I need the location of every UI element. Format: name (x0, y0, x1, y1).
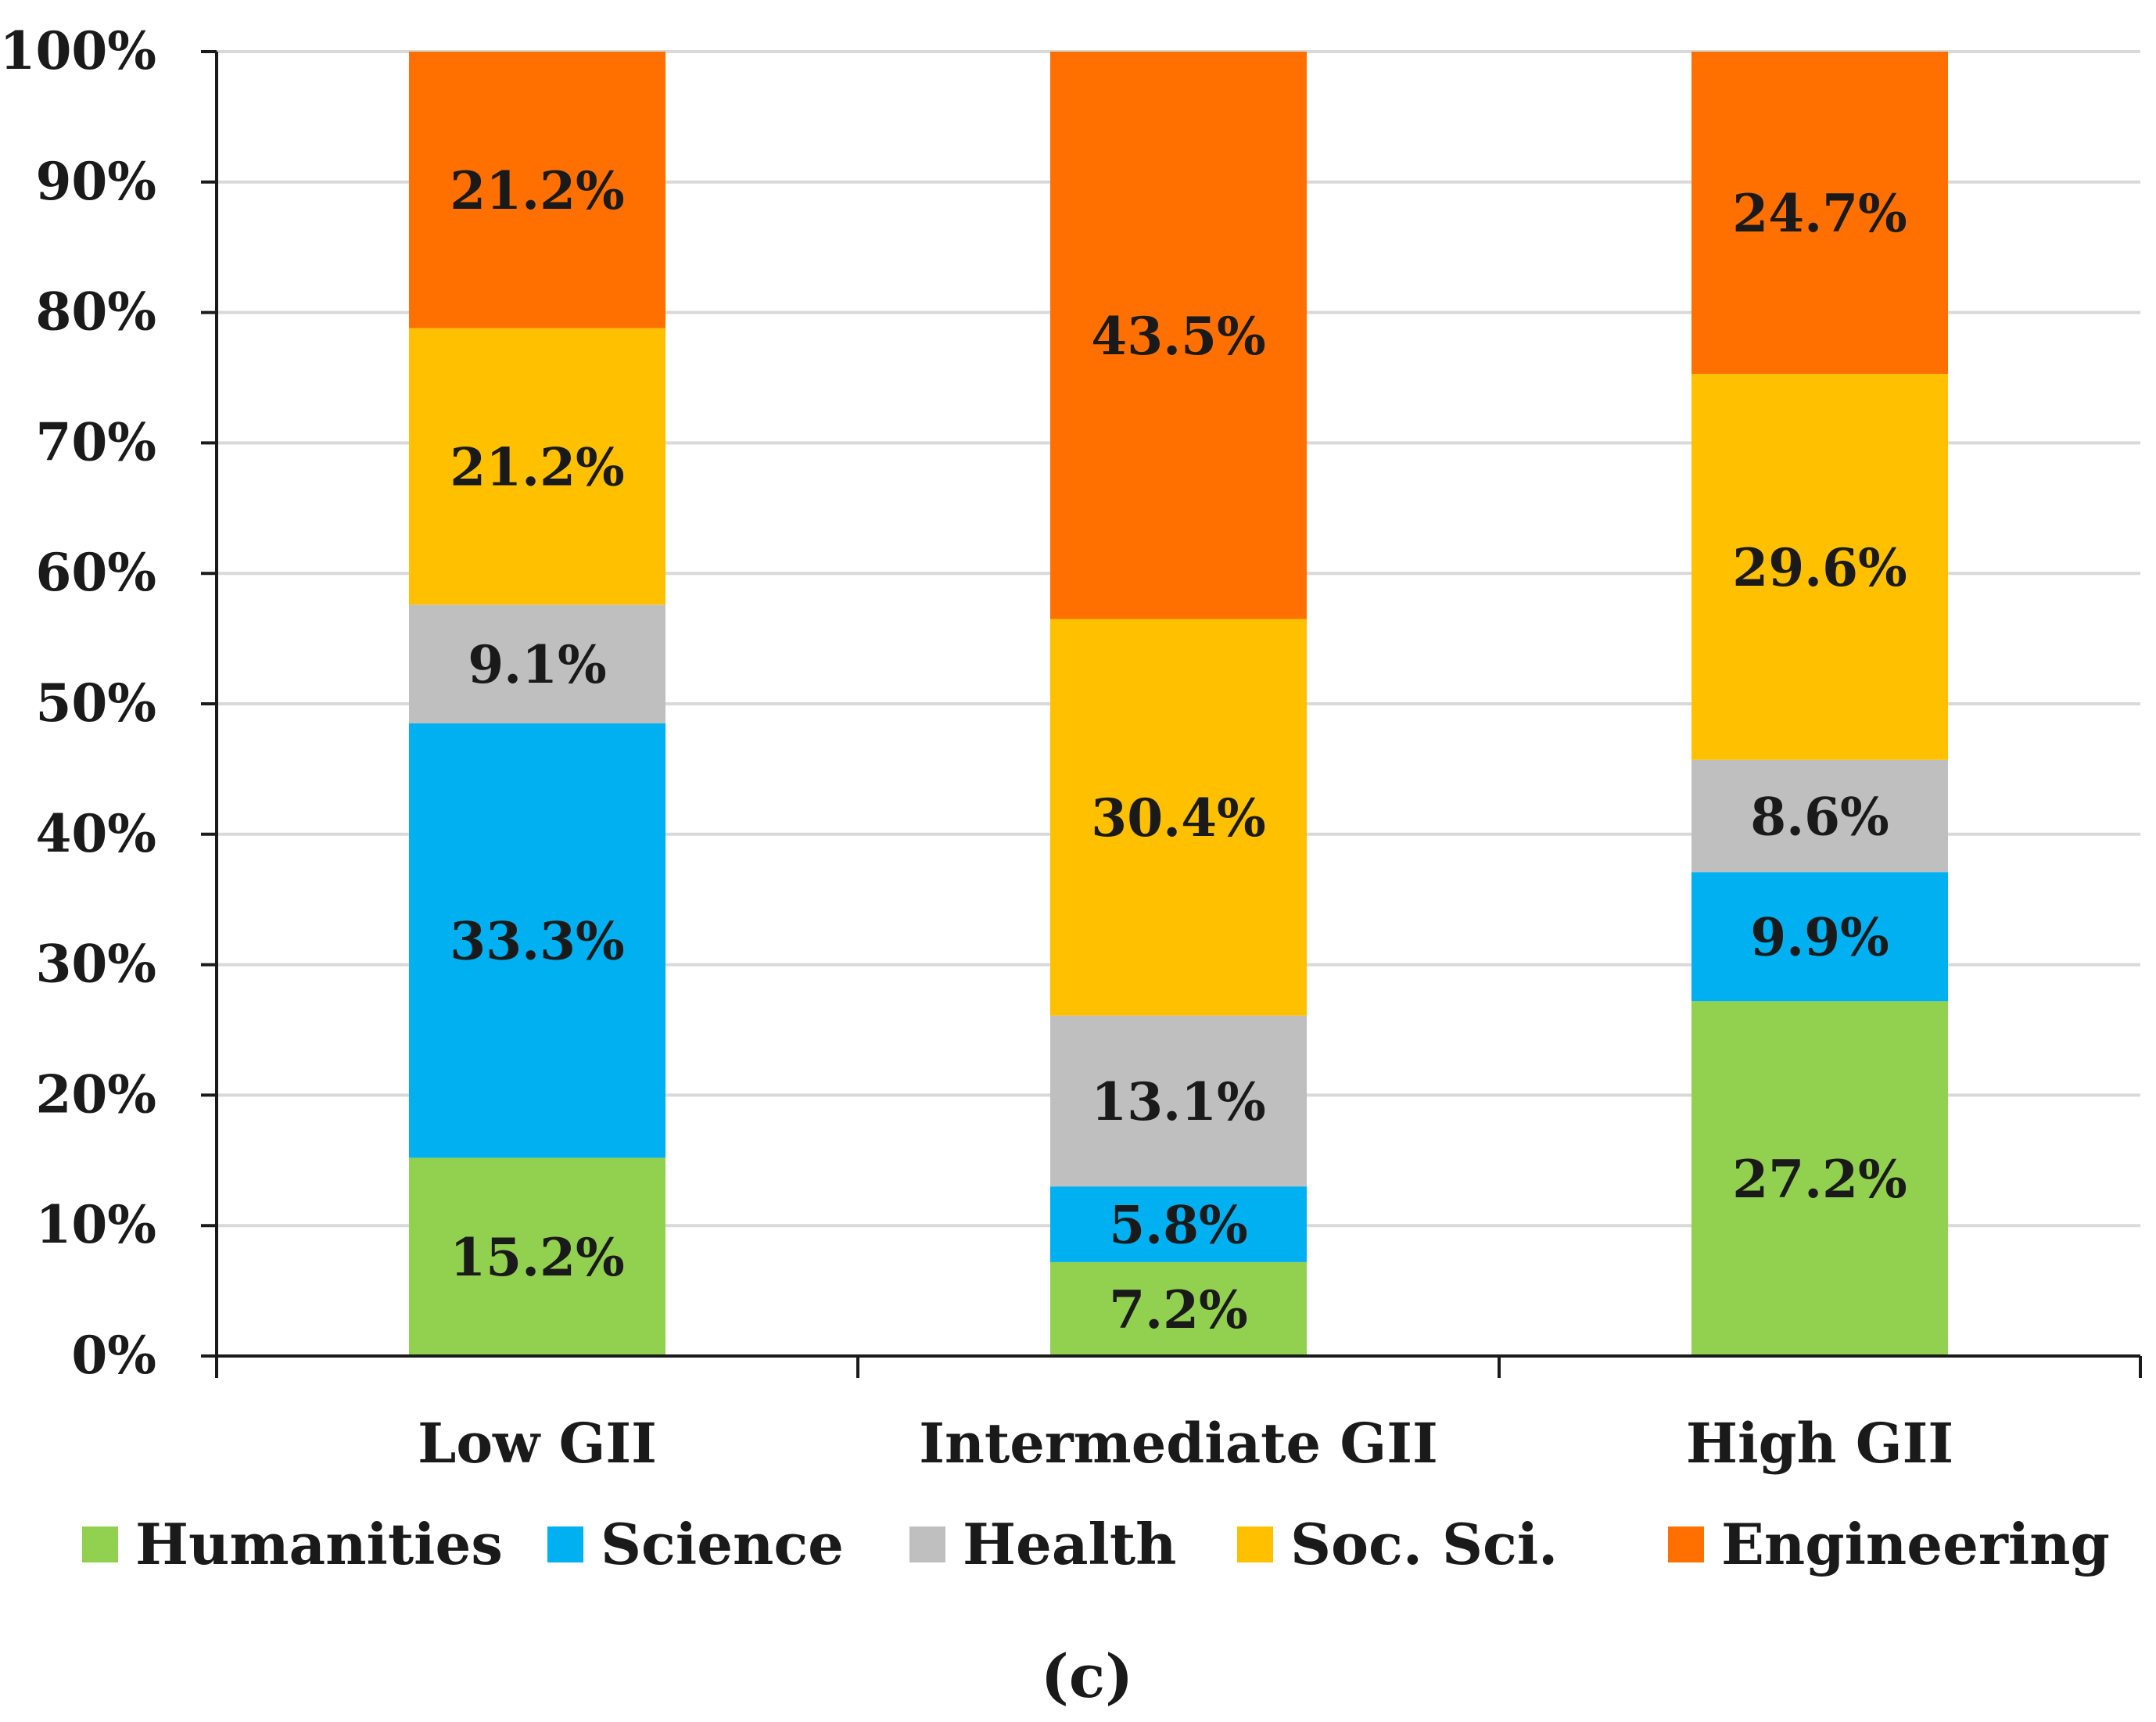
bars: 15.2% 33.3% 9.1% 21.2% 21.2% 7.2% 5.8% 13.1% 30.… (409, 52, 1948, 1356)
data-label-science-intermediate-gii: 5.8% (1109, 1195, 1248, 1256)
bar-health-low-gii (409, 604, 665, 724)
x-category-label-high-gii: High GII (1686, 1411, 1953, 1476)
bar-science-intermediate-gii (1050, 1186, 1307, 1262)
data-label-health-intermediate-gii: 13.1% (1091, 1071, 1265, 1132)
legend-item-health: Health (909, 1511, 1176, 1577)
data-label-humanities-high-gii: 27.2% (1732, 1149, 1907, 1210)
legend-swatch-humanities (82, 1526, 118, 1562)
axes: 0% 10% 20% 30% 40% 50% 60% 70% 80% 90% 100% Low GII… (0, 20, 2142, 1476)
data-label-humanities-low-gii: 15.2% (450, 1227, 624, 1288)
x-category-label-intermediate-gii: Intermediate GII (919, 1411, 1437, 1476)
legend-item-humanities: Humanities (82, 1511, 503, 1577)
data-label-engineering-intermediate-gii: 43.5% (1091, 306, 1265, 367)
y-tick-label: 70% (35, 411, 156, 472)
y-tick-label: 0% (71, 1325, 156, 1386)
legend-label-humanities: Humanities (135, 1511, 503, 1577)
y-tick-label: 20% (35, 1064, 156, 1125)
bar-health-intermediate-gii (1050, 1015, 1307, 1187)
figure-caption: (c) (1041, 1641, 1133, 1711)
bar-humanities-intermediate-gii (1050, 1261, 1307, 1356)
data-label-soc-sci-intermediate-gii: 30.4% (1091, 787, 1265, 848)
y-tick-label: 90% (35, 151, 156, 212)
bar-engineering-high-gii (1691, 52, 1948, 374)
y-tick-label: 10% (35, 1194, 156, 1255)
data-label-science-low-gii: 33.3% (450, 911, 624, 972)
bar-humanities-low-gii (409, 1157, 665, 1356)
bar-soc-sci-low-gii (409, 328, 665, 605)
legend-item-engineering: Engineering (1668, 1511, 2110, 1577)
legend-label-health: Health (963, 1511, 1176, 1577)
y-tick-label: 40% (35, 803, 156, 864)
data-label-soc-sci-high-gii: 29.6% (1732, 537, 1907, 598)
bar-science-high-gii (1691, 872, 1948, 1002)
bar-health-high-gii (1691, 759, 1948, 873)
legend-label-science: Science (601, 1511, 844, 1577)
data-label-health-low-gii: 9.1% (468, 634, 607, 695)
data-label-soc-sci-low-gii: 21.2% (450, 436, 624, 497)
legend-swatch-science (547, 1526, 583, 1562)
data-label-science-high-gii: 9.9% (1750, 907, 1889, 968)
data-label-humanities-intermediate-gii: 7.2% (1109, 1279, 1248, 1340)
legend-label-soc-sci: Soc. Sci. (1290, 1511, 1558, 1577)
data-label-engineering-low-gii: 21.2% (450, 160, 624, 221)
data-label-engineering-high-gii: 24.7% (1732, 183, 1907, 244)
data-label-health-high-gii: 8.6% (1750, 786, 1889, 847)
bar-humanities-high-gii (1691, 1001, 1948, 1356)
y-tick-label: 30% (35, 934, 156, 995)
y-tick-label: 100% (0, 20, 156, 81)
bar-science-low-gii (409, 723, 665, 1158)
legend-swatch-soc-sci (1237, 1526, 1273, 1562)
x-category-label-low-gii: Low GII (418, 1411, 657, 1476)
legend-item-soc-sci: Soc. Sci. (1237, 1511, 1558, 1577)
bar-soc-sci-high-gii (1691, 373, 1948, 760)
y-tick-label: 60% (35, 542, 156, 603)
bar-soc-sci-intermediate-gii (1050, 619, 1307, 1016)
bar-engineering-intermediate-gii (1050, 52, 1307, 619)
legend-swatch-health (909, 1526, 945, 1562)
bar-engineering-low-gii (409, 52, 665, 328)
legend-label-engineering: Engineering (1721, 1511, 2110, 1577)
y-tick-label: 80% (35, 282, 156, 343)
legend: Humanities Science Health Soc. Sci. Engineer… (82, 1511, 2110, 1577)
legend-item-science: Science (547, 1511, 844, 1577)
legend-swatch-engineering (1668, 1526, 1704, 1562)
y-tick-label: 50% (35, 673, 156, 734)
